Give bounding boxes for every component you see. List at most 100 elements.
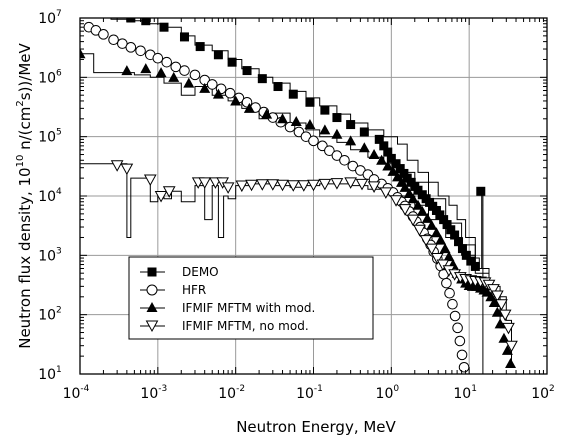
marker-hfr (441, 277, 452, 289)
marker-ifmif-mftm-no-mod (505, 340, 518, 353)
y-tick-label: 106 (38, 68, 62, 86)
y-axis-title-unit-exp: 2 (15, 100, 26, 106)
y-tick-label: 107 (38, 9, 62, 27)
y-tick-labels: 101 102 103 104 105 106 107 (38, 9, 62, 383)
marker-ifmif-mftm-no-mod (502, 322, 515, 335)
marker-ifmif-mftm-with-mod (498, 332, 510, 343)
marker-ifmif-mftm-no-mod (245, 179, 258, 192)
marker-demo (159, 22, 169, 32)
marker-demo (450, 230, 460, 240)
y-axis-title-exp: 10 (15, 155, 26, 168)
marker-ifmif-mftm-no-mod (425, 243, 439, 256)
x-axis-title: Neutron Energy, MeV (236, 418, 396, 436)
marker-ifmif-mftm-no-mod (143, 174, 157, 186)
series-markers (80, 18, 518, 373)
marker-demo (457, 244, 467, 254)
marker-ifmif-mftm-no-mod (162, 186, 176, 198)
marker-hfr (170, 61, 182, 73)
marker-ifmif-mftm-with-mod (243, 102, 255, 113)
marker-demo (383, 147, 393, 157)
marker-ifmif-mftm-with-mod (304, 119, 316, 130)
marker-hfr (98, 29, 109, 40)
marker-ifmif-mftm-no-mod (389, 195, 403, 207)
legend-marker-ifmif-nomod (145, 320, 159, 333)
marker-hfr (189, 69, 201, 81)
marker-demo (359, 127, 369, 137)
legend-marker-ifmif-mod (146, 302, 158, 312)
legend-entry-ifmif-nomod: IFMIF MFTM, no mod. (140, 319, 309, 333)
marker-ifmif-mftm-with-mod (358, 142, 370, 153)
legend-entry-demo: DEMO (140, 265, 219, 279)
marker-demo (332, 113, 342, 123)
marker-ifmif-mftm-no-mod (487, 284, 500, 296)
marker-ifmif-mftm-no-mod (398, 204, 412, 216)
marker-ifmif-mftm-no-mod (297, 180, 311, 192)
marker-ifmif-mftm-with-mod (368, 149, 380, 160)
marker-hfr (108, 34, 119, 46)
marker-ifmif-mftm-with-mod (439, 243, 451, 254)
x-tick-label: 10-4 (63, 384, 90, 402)
marker-hfr (331, 150, 343, 161)
y-axis-title-part1: Neutron flux density, (16, 187, 34, 349)
marker-ifmif-mftm-no-mod (495, 299, 508, 311)
x-tick-label: 100 (376, 384, 400, 402)
y-axis-title-unit: n/(cm (16, 107, 34, 155)
marker-hfr (324, 145, 335, 157)
legend-label-demo: DEMO (182, 265, 219, 279)
marker-demo (446, 225, 456, 235)
marker-demo (379, 141, 389, 151)
marker-demo (257, 74, 267, 84)
marker-ifmif-mftm-no-mod (379, 187, 393, 199)
marker-ifmif-mftm-no-mod (276, 179, 289, 192)
y-tick-label: 104 (38, 187, 62, 205)
marker-demo (288, 89, 298, 99)
legend-entry-ifmif-mod: IFMIF MFTM with mod. (140, 301, 315, 315)
y-axis-title: Neutron flux density, 1010 n/(cm2s))/MeV (15, 43, 34, 349)
marker-ifmif-mftm-no-mod (355, 178, 369, 191)
marker-ifmif-mftm-with-mod (319, 124, 331, 135)
marker-ifmif-mftm-no-mod (266, 179, 280, 191)
marker-ifmif-mftm-no-mod (318, 178, 332, 191)
x-tick-label: 101 (453, 384, 477, 402)
marker-hfr (161, 56, 173, 68)
y-tick-label: 103 (38, 246, 62, 264)
marker-ifmif-mftm-with-mod (505, 358, 517, 369)
legend-marker-hfr (146, 284, 158, 296)
x-tick-label: 10-1 (296, 384, 323, 402)
axis-ticks (79, 17, 548, 375)
marker-ifmif-mftm-with-mod (488, 297, 500, 308)
marker-ifmif-mftm-with-mod (199, 82, 211, 93)
marker-hfr (179, 65, 190, 76)
marker-demo (320, 105, 330, 115)
marker-ifmif-mftm-with-mod (426, 219, 438, 230)
marker-ifmif-mftm-with-mod (140, 63, 152, 74)
marker-ifmif-mftm-no-mod (406, 214, 420, 227)
marker-hfr (444, 287, 455, 299)
marker-ifmif-mftm-no-mod (286, 180, 300, 192)
marker-ifmif-mftm-with-mod (376, 154, 388, 165)
marker-ifmif-mftm-no-mod (413, 224, 426, 237)
marker-ifmif-mftm-with-mod (345, 135, 357, 146)
marker-ifmif-mftm-with-mod (290, 116, 302, 127)
marker-hfr (152, 52, 164, 64)
marker-hfr (452, 322, 463, 334)
marker-demo (395, 164, 405, 174)
marker-ifmif-mftm-with-mod (183, 77, 195, 88)
marker-demo (126, 18, 136, 23)
x-tick-label: 10-2 (218, 384, 245, 402)
marker-ifmif-mftm-no-mod (255, 179, 269, 191)
marker-hfr (458, 361, 470, 373)
marker-ifmif-mftm-with-mod (491, 306, 503, 317)
y-axis-title-base: 10 (16, 167, 34, 186)
marker-ifmif-mftm-with-mod (501, 344, 513, 355)
marker-demo (391, 159, 401, 169)
legend-label-ifmif-nomod: IFMIF MFTM, no mod. (182, 319, 309, 333)
marker-ifmif-mftm-with-mod (407, 193, 419, 204)
marker-demo (179, 32, 189, 42)
marker-demo (454, 237, 464, 247)
marker-ifmif-mftm-with-mod (121, 65, 133, 76)
marker-ifmif-mftm-with-mod (230, 95, 242, 106)
marker-ifmif-mftm-no-mod (330, 178, 344, 190)
marker-hfr (308, 135, 319, 147)
